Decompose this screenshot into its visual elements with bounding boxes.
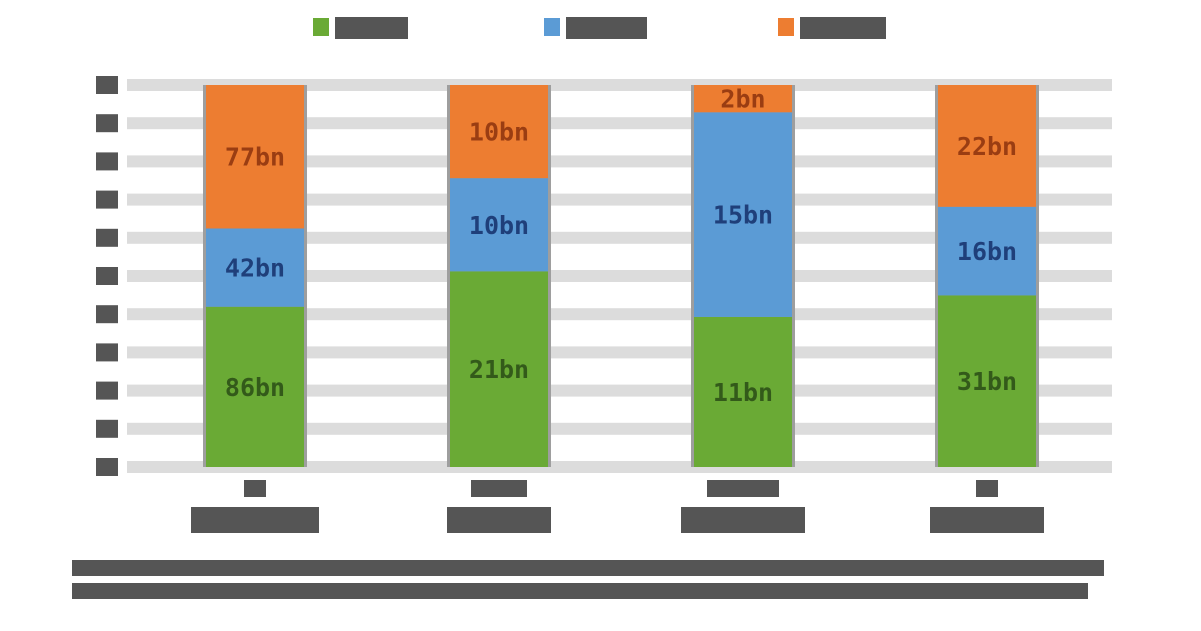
data-label: 42bn	[225, 254, 285, 283]
x-tick-label	[471, 480, 527, 497]
gridline	[127, 308, 1112, 321]
bars: 86bn 42bn 77bn 21bn 10bn 10bn 11bn 15bn 2bn 31bn 1…	[203, 85, 1039, 467]
bar-segment	[206, 228, 304, 307]
bar-segment	[450, 271, 548, 467]
bar-segment	[450, 85, 548, 179]
data-label: 86bn	[225, 373, 285, 402]
data-label: 22bn	[957, 132, 1017, 161]
data-label: 10bn	[469, 211, 529, 240]
legend-swatch	[778, 18, 794, 36]
bar-segment	[938, 295, 1036, 467]
gridline	[127, 79, 1112, 91]
x-tick-label	[447, 507, 551, 533]
data-label: 16bn	[957, 237, 1017, 266]
gridlines	[127, 79, 1112, 473]
x-axis-labels	[191, 480, 1044, 533]
x-tick-label	[681, 507, 805, 533]
y-tick-label	[96, 190, 118, 209]
gridline	[127, 231, 1112, 244]
y-tick-label	[96, 267, 118, 285]
gridline	[127, 422, 1112, 435]
data-label: 11bn	[713, 378, 773, 407]
legend-swatch	[544, 18, 560, 36]
gridline	[127, 461, 1112, 473]
legend-swatch	[313, 18, 329, 36]
chart-note	[72, 560, 1104, 599]
y-tick-label	[96, 152, 118, 171]
data-label: 77bn	[225, 143, 285, 172]
x-tick-label	[707, 480, 779, 497]
y-tick-label	[96, 343, 118, 362]
legend	[313, 17, 886, 39]
note-line	[72, 560, 1104, 576]
x-tick-label	[191, 507, 319, 533]
y-tick-label	[96, 114, 118, 133]
x-tick-label	[976, 480, 998, 497]
y-tick-label	[96, 305, 118, 324]
data-label: 15bn	[713, 201, 773, 230]
legend-label	[335, 17, 408, 39]
gridline	[127, 193, 1112, 206]
y-tick-label	[96, 419, 118, 438]
data-label: 21bn	[469, 355, 529, 384]
bar-segment	[938, 206, 1036, 296]
data-label: 31bn	[957, 367, 1017, 396]
gridline	[127, 384, 1112, 397]
bar-segment	[206, 85, 304, 229]
bar-segment	[694, 316, 792, 467]
gridline	[127, 155, 1112, 168]
x-tick-label	[930, 507, 1044, 533]
bar-segment	[938, 85, 1036, 207]
gridline	[127, 117, 1112, 130]
y-axis-ticks	[96, 76, 118, 476]
bar-segment	[694, 85, 792, 113]
gridline	[127, 346, 1112, 359]
data-label: 2bn	[720, 85, 765, 114]
y-tick-label	[96, 76, 118, 94]
x-tick-label	[244, 480, 266, 497]
bar-segment	[206, 306, 304, 467]
gridline	[127, 270, 1112, 282]
bar-segment	[694, 112, 792, 317]
y-tick-label	[96, 228, 118, 247]
legend-label	[800, 17, 886, 39]
bar-segment	[450, 178, 548, 272]
y-tick-label	[96, 381, 118, 400]
data-label: 10bn	[469, 118, 529, 147]
y-tick-label	[96, 458, 118, 476]
legend-label	[566, 17, 647, 39]
note-line	[72, 583, 1088, 599]
